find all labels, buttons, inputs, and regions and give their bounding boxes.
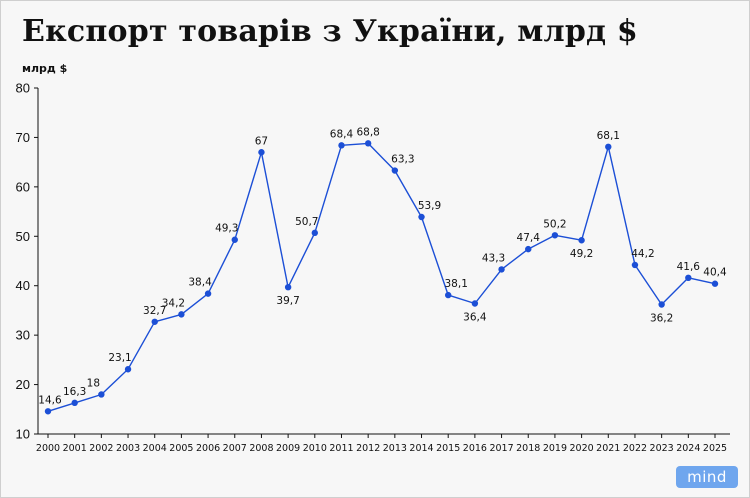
x-tick-label: 2017: [489, 443, 513, 454]
x-tick-label: 2018: [516, 443, 540, 454]
x-tick-label: 2007: [223, 443, 247, 454]
y-tick-label: 80: [16, 81, 30, 96]
y-tick-label: 40: [16, 278, 30, 293]
x-tick-label: 2010: [303, 443, 327, 454]
x-tick-label: 2012: [356, 443, 380, 454]
x-tick-label: 2022: [623, 443, 647, 454]
data-point: [44, 408, 52, 415]
data-point: [551, 232, 559, 239]
data-point: [471, 300, 479, 307]
data-label: 16,3: [63, 386, 86, 398]
data-label: 18: [87, 377, 100, 389]
data-point: [498, 266, 505, 273]
data-label: 50,2: [543, 218, 566, 230]
y-tick-label: 10: [16, 427, 30, 442]
y-tick-label: 20: [16, 377, 30, 392]
data-point: [658, 301, 665, 308]
y-tick-label: 30: [16, 328, 30, 343]
data-label: 41,6: [677, 261, 701, 273]
data-point: [231, 236, 238, 243]
data-label: 23,1: [108, 352, 131, 364]
x-tick-label: 2003: [116, 443, 140, 454]
data-label: 38,4: [188, 277, 212, 289]
data-label: 14,6: [38, 394, 62, 406]
data-point: [445, 291, 452, 299]
x-tick-label: 2021: [596, 443, 620, 454]
data-label: 36,4: [463, 312, 487, 324]
x-tick-label: 2013: [383, 443, 407, 454]
x-tick-label: 2000: [36, 443, 60, 454]
data-label: 68,1: [597, 130, 620, 142]
data-point: [685, 274, 692, 282]
data-point: [151, 318, 158, 325]
x-tick-label: 2011: [329, 443, 353, 454]
data-label: 40,4: [703, 267, 727, 279]
data-point: [71, 399, 78, 407]
data-point: [124, 366, 132, 373]
x-tick-label: 2014: [409, 443, 433, 454]
data-label: 68,8: [356, 126, 379, 138]
data-point: [98, 391, 105, 398]
data-label: 49,3: [215, 223, 238, 235]
data-point: [418, 213, 425, 221]
data-label: 49,2: [570, 248, 593, 260]
data-point: [311, 229, 318, 237]
y-tick-label: 60: [16, 179, 30, 194]
x-tick-label: 2020: [570, 443, 594, 454]
y-tick-label: 50: [16, 229, 30, 244]
mind-logo: mind: [676, 466, 738, 488]
data-label: 34,2: [162, 297, 185, 309]
x-tick-label: 2023: [650, 443, 674, 454]
data-label: 44,2: [631, 248, 654, 260]
y-unit-label: млрд $: [22, 62, 68, 75]
x-tick-label: 2005: [169, 443, 193, 454]
data-point: [391, 167, 399, 174]
data-label: 32,7: [143, 305, 166, 317]
data-point: [711, 280, 719, 287]
data-point: [578, 237, 585, 244]
data-point: [605, 143, 612, 151]
data-label: 67: [255, 135, 268, 147]
data-point: [258, 149, 265, 156]
data-point: [364, 140, 372, 147]
data-label: 38,1: [445, 278, 468, 290]
data-label: 36,2: [650, 312, 673, 324]
data-point: [178, 311, 185, 318]
x-tick-label: 2016: [463, 443, 487, 454]
data-label: 47,4: [517, 232, 541, 244]
x-tick-label: 2002: [89, 443, 113, 454]
chart-title: Експорт товарів з України, млрд $: [22, 14, 638, 49]
x-tick-label: 2009: [276, 443, 300, 454]
data-label: 63,3: [391, 154, 414, 166]
x-tick-label: 2008: [249, 443, 273, 454]
x-tick-label: 2025: [703, 443, 727, 454]
y-tick-label: 70: [16, 130, 30, 145]
x-tick-label: 2024: [676, 443, 700, 454]
data-label: 68,4: [330, 128, 354, 140]
x-tick-label: 2004: [143, 443, 167, 454]
x-tick-label: 2006: [196, 443, 220, 454]
data-point: [284, 283, 292, 291]
data-point: [338, 142, 345, 149]
x-tick-label: 2015: [436, 443, 460, 454]
data-label: 50,7: [295, 216, 318, 228]
series-line: [47, 142, 716, 412]
x-tick-label: 2001: [63, 443, 87, 454]
data-point: [525, 245, 532, 253]
data-point: [631, 261, 639, 269]
data-label: 39,7: [276, 295, 299, 307]
data-label: 53,9: [418, 200, 441, 212]
x-tick-label: 2019: [543, 443, 567, 454]
data-label: 43,3: [482, 252, 505, 264]
data-point: [204, 290, 212, 297]
